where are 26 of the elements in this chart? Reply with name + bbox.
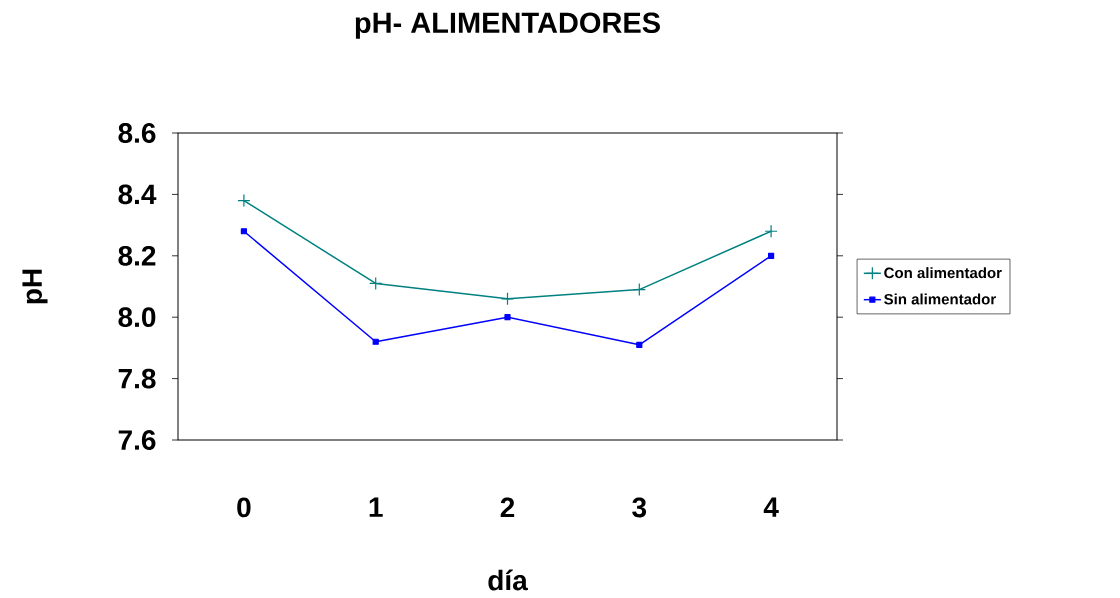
y-axis-title: pH [22, 269, 48, 304]
y-tick-label: 7.8 [118, 368, 156, 389]
x-tick-label: 4 [763, 497, 779, 517]
point [369, 276, 383, 291]
point [768, 252, 775, 259]
y-tick-label: 8.2 [118, 245, 156, 266]
legend-label: Con alimentador [884, 267, 1002, 279]
y-tick-label: 8.4 [118, 184, 157, 205]
x-tick-label: 2 [500, 497, 515, 518]
legend-label: Sin alimentador [884, 293, 996, 305]
y-tick-label: 8.6 [118, 123, 156, 143]
x-tick-label: 0 [237, 497, 251, 518]
point [240, 228, 247, 235]
y-tick-label: 8.0 [118, 307, 156, 328]
point [504, 314, 511, 321]
point [372, 338, 379, 345]
point [632, 282, 646, 297]
point [237, 193, 251, 208]
point [500, 292, 515, 306]
y-tick-label: 7.6 [118, 430, 156, 450]
x-tick-label: 1 [369, 497, 383, 517]
point [636, 341, 643, 348]
x-tick-label: 3 [632, 497, 647, 518]
chart-title: pH- ALIMENTADORES [355, 12, 660, 39]
x-axis-title: día [488, 569, 528, 591]
point [764, 224, 778, 238]
